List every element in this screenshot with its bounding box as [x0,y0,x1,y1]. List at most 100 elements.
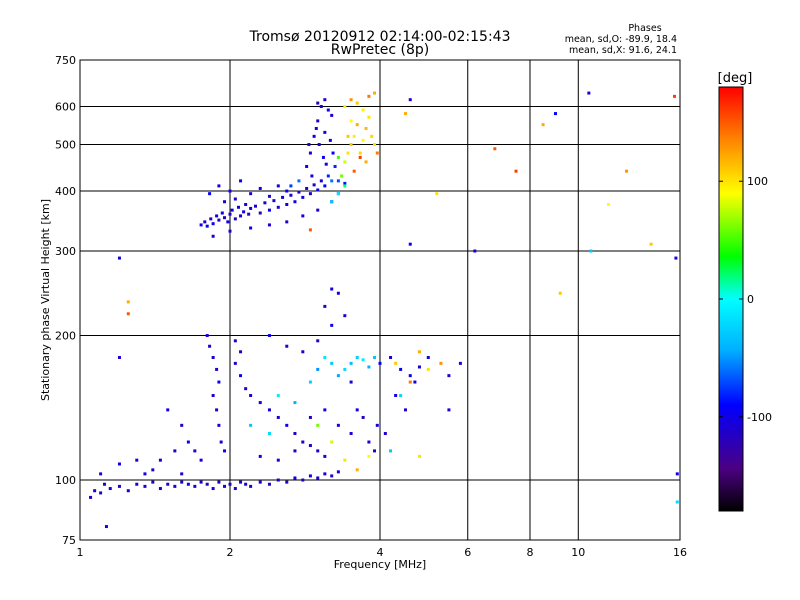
data-point [367,94,371,98]
data-point [323,454,327,458]
data-point [217,423,221,427]
data-point [247,212,251,216]
data-point [281,195,285,199]
data-point [99,472,103,476]
x-tick-label: 6 [464,546,471,559]
data-point [336,155,340,159]
data-point [316,476,320,480]
data-point [323,408,327,412]
data-point [352,169,356,173]
data-point [258,454,262,458]
data-point [324,162,328,166]
data-point [314,126,318,130]
data-point [514,169,518,173]
data-point [301,214,305,218]
data-point [293,449,297,453]
data-point [364,160,368,164]
colorbar-ticks: 100 0 -100 [719,175,772,424]
data-point [108,487,112,491]
data-point [253,204,257,208]
data-point [228,482,232,486]
data-point [233,217,237,221]
y-tick-label: 400 [55,185,76,198]
data-point [343,367,347,371]
data-point [276,458,280,462]
data-point [361,358,365,362]
data-point [352,134,356,138]
data-point [199,458,203,462]
data-point [333,164,337,168]
data-point [135,482,139,486]
data-point [308,444,312,448]
data-point [230,208,234,212]
data-point [215,214,219,218]
data-point [99,491,103,495]
data-point [217,380,221,384]
data-point [143,472,147,476]
data-point [285,344,289,348]
data-point [316,208,320,212]
data-point [330,474,334,478]
data-point [349,361,353,365]
colorbar-label: [deg] [718,71,753,86]
data-point [649,242,653,246]
data-point [208,192,212,196]
data-point [403,112,407,116]
data-point [358,151,362,155]
data-point [426,355,430,359]
data-point [323,304,327,308]
data-point [166,408,170,412]
data-point [367,440,371,444]
data-point [417,365,421,369]
data-point [346,151,350,155]
data-point [217,184,221,188]
data-point [323,472,327,476]
data-point [355,123,359,127]
data-point [289,193,293,197]
data-point [336,423,340,427]
chart-title: Tromsø 20120912 02:14:00-02:15:43 [249,29,511,45]
data-point [316,423,320,427]
data-point [326,174,330,178]
data-point [308,228,312,232]
data-point [674,256,678,260]
data-point [211,222,215,226]
x-tick-labels: 1 2 4 6 8 10 16 [77,546,688,559]
data-point [239,374,243,378]
data-point [276,394,280,398]
data-point [312,183,316,187]
data-point [267,208,271,212]
data-point [326,108,330,112]
data-point [355,101,359,105]
data-point [413,380,417,384]
data-point [308,380,312,384]
data-point [297,190,301,194]
data-point [117,256,121,260]
data-point [316,188,320,192]
data-point [675,500,679,504]
data-point [399,394,403,398]
data-point [211,487,215,491]
data-point [349,98,353,102]
data-point [355,355,359,359]
data-point [346,134,350,138]
data-point [158,458,162,462]
data-point [249,423,253,427]
data-point [458,361,462,365]
data-point [258,480,262,484]
data-point [336,374,340,378]
data-point [328,138,332,142]
data-point [408,242,412,246]
data-point [330,113,334,117]
data-point [223,484,227,488]
data-point [228,229,232,233]
data-point [186,440,190,444]
data-point [173,484,177,488]
data-point [217,218,221,222]
colorbar-tick-label: -100 [747,411,772,424]
y-axis-label: Stationary phase Virtual Height [km] [39,199,52,401]
y-tick-label: 500 [55,139,76,152]
data-point [361,415,365,419]
data-point [151,468,155,472]
